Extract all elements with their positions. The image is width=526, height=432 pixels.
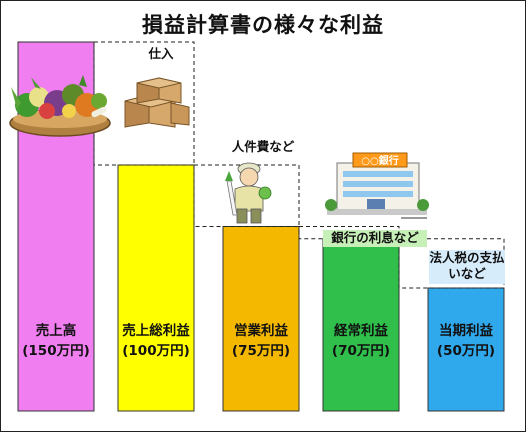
bar-label-1: 売上高 (150万円) (18, 321, 94, 361)
bar-3 (222, 226, 300, 412)
deduction-label-2: 人件費など (231, 139, 295, 154)
category-label: 売上高 (35, 323, 77, 339)
bank-building-icon: ○○銀行 (325, 152, 429, 219)
category-label: 営業利益 (234, 323, 288, 339)
deduction-label-3: 銀行の利息など (331, 230, 419, 245)
category-label: 経常利益 (334, 323, 388, 339)
category-label: 当期利益 (439, 323, 493, 339)
category-label: 売上総利益 (122, 323, 190, 339)
bank-sign: ○○銀行 (361, 154, 398, 167)
note-highlight-4 (429, 250, 505, 284)
value-label: (100万円) (122, 343, 190, 359)
vegetable-basket-icon (9, 75, 111, 137)
value-label: (75万円) (231, 343, 291, 359)
value-label: (70万円) (331, 343, 391, 359)
deduction-box-1 (93, 41, 195, 166)
bar-4 (322, 238, 400, 412)
bar-label-5: 当期利益 (50万円) (428, 321, 504, 361)
bar-2 (117, 164, 195, 412)
deduction-label-1: 仕入 (148, 46, 174, 61)
bar-label-2: 売上総利益 (100万円) (118, 321, 194, 361)
value-label: (150万円) (22, 343, 90, 359)
chart-title: 損益計算書の様々な利益 (142, 13, 384, 37)
deduction-label-4: 法人税の支払いなど (429, 250, 505, 281)
bar-5 (427, 287, 505, 412)
worker-holding-radish-icon (225, 162, 272, 224)
cardboard-boxes-icon (124, 77, 190, 128)
note-highlight-3 (323, 230, 427, 247)
bar-label-4: 経常利益 (70万円) (323, 321, 399, 361)
value-label: (50万円) (436, 343, 496, 359)
bar-label-3: 営業利益 (75万円) (223, 321, 299, 361)
